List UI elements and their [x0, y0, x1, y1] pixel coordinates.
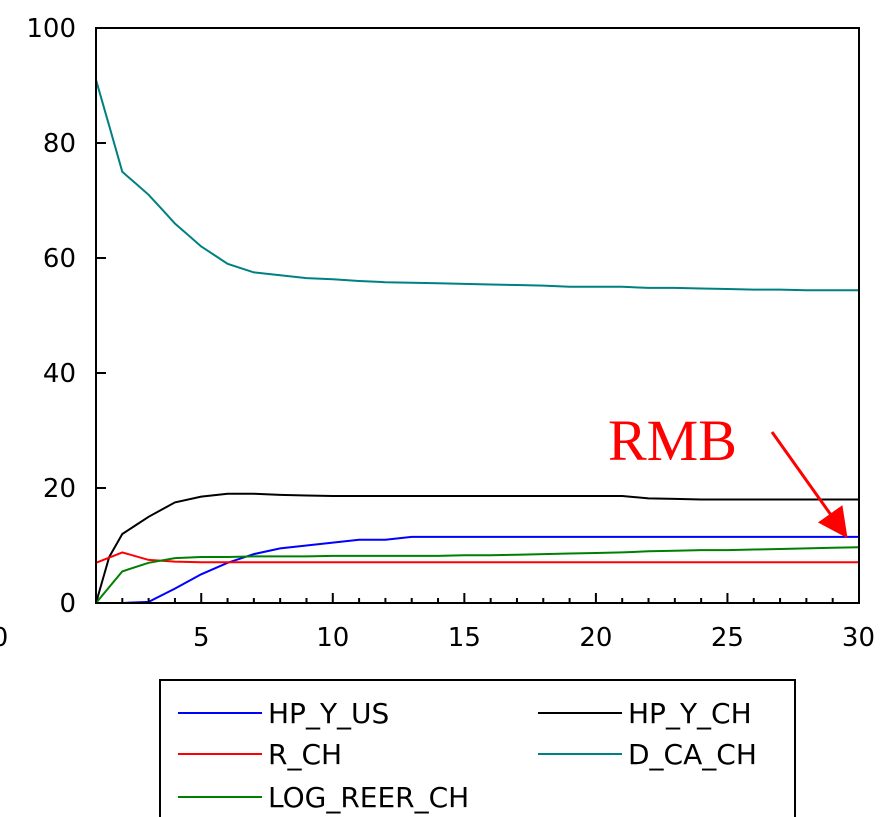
legend-label: LOG_REER_CH: [268, 781, 469, 814]
annotation-label: RMB: [608, 408, 737, 473]
x-tick-label: 15: [448, 623, 481, 653]
legend-box: [159, 679, 796, 817]
series-line-hp-y-us: [96, 535, 859, 604]
legend: HP_Y_US HP_Y_CH R_CH D_CA_CH LOG_REER_CH: [159, 679, 796, 817]
legend-entry-hp-y-ch: HP_Y_CH: [538, 697, 752, 730]
x-tick-label: 0: [0, 623, 8, 653]
annotation-arrow: [770, 431, 848, 539]
series-line-hp-y-ch: [95, 492, 859, 604]
legend-entries: HP_Y_US HP_Y_CH R_CH D_CA_CH LOG_REER_CH: [178, 697, 757, 814]
y-tick-label: 0: [59, 589, 76, 619]
legend-label: D_CA_CH: [628, 738, 757, 771]
y-tick-label: 40: [43, 359, 76, 389]
plot-frame: [95, 27, 860, 604]
series-line-d-ca-ch: [95, 79, 859, 292]
legend-entry-r-ch: R_CH: [178, 738, 342, 771]
x-tick-label: 5: [193, 623, 210, 653]
y-tick-label: 20: [43, 474, 76, 504]
x-tick-label: 25: [711, 623, 744, 653]
legend-entry-d-ca-ch: D_CA_CH: [538, 738, 757, 771]
series-line-r-ch: [95, 551, 859, 564]
legend-label: HP_Y_US: [268, 697, 389, 730]
legend-entry-hp-y-us: HP_Y_US: [178, 697, 389, 730]
axis-layer: 0 20 40 60 80 100 0 5 10 15 20 25 30: [0, 14, 875, 653]
x-tick-label: 20: [579, 623, 612, 653]
series-layer: [95, 79, 860, 604]
series-line-log-reer-ch: [95, 546, 860, 604]
legend-label: R_CH: [268, 738, 342, 771]
y-tick-label: 100: [26, 14, 76, 44]
y-tick-label: 80: [43, 129, 76, 159]
x-tick-label: 30: [842, 623, 875, 653]
y-tick-label: 60: [43, 244, 76, 274]
legend-entry-log-reer-ch: LOG_REER_CH: [178, 781, 469, 814]
legend-label: HP_Y_CH: [628, 697, 752, 730]
x-tick-label: 10: [316, 623, 349, 653]
annotation: RMB: [608, 408, 848, 539]
